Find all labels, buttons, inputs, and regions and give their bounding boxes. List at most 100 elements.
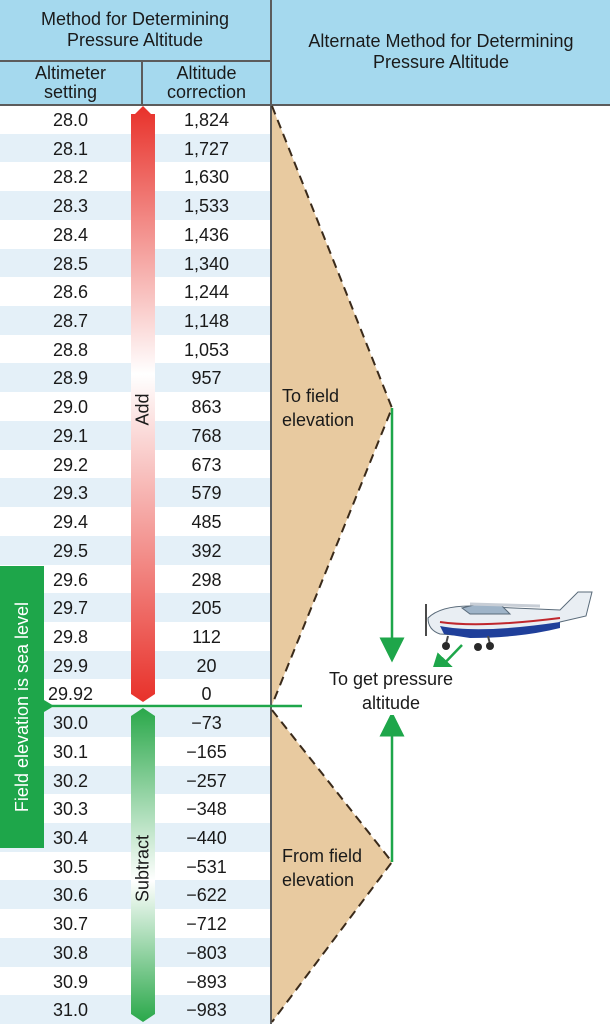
- table-row: 28.8 1,053: [0, 335, 270, 364]
- altitude-correction-cell: 1,824: [183, 110, 230, 130]
- altimeter-setting-cell: 30.2: [52, 770, 89, 791]
- altimeter-setting-cell: 28.6: [52, 282, 89, 303]
- altimeter-setting-cell: 29.7: [52, 598, 89, 619]
- header-divider: [0, 60, 270, 62]
- altitude-correction-cell: 1,630: [183, 167, 230, 188]
- altitude-correction-cell: −622: [186, 885, 227, 906]
- altimeter-setting-cell: 30.8: [52, 942, 89, 963]
- table-row: 29.8 112: [0, 622, 270, 651]
- altimeter-setting-cell: 28.4: [52, 224, 89, 245]
- altitude-correction-cell: −712: [186, 914, 227, 935]
- altitude-correction-cell: 768: [191, 425, 222, 446]
- altimeter-setting-cell: 30.1: [52, 741, 89, 762]
- left-header-title: Method for Determining Pressure Altitude: [40, 9, 230, 50]
- to-get-annotation: To get pressure altitude: [306, 667, 476, 715]
- altitude-correction-cell: 1,436: [183, 224, 230, 245]
- left-header: Method for Determining Pressure Altitude: [0, 0, 270, 60]
- altitude-correction-cell: −803: [186, 942, 227, 963]
- altimeter-setting-cell: 30.0: [52, 713, 89, 734]
- table-row: 30.7 −712: [0, 909, 270, 938]
- altitude-correction-cell: −531: [186, 856, 227, 877]
- altimeter-setting-cell: 28.9: [52, 368, 89, 389]
- altimeter-setting-cell: 28.2: [52, 167, 89, 188]
- right-header-title: Alternate Method for Determining Pressur…: [308, 31, 574, 72]
- table-row: 30.9 −893: [0, 967, 270, 996]
- altitude-correction-cell: −348: [186, 799, 227, 820]
- altimeter-setting-cell: 29.2: [52, 454, 89, 475]
- altimeter-setting-cell: 30.6: [52, 885, 89, 906]
- table-row: 29.0 863: [0, 392, 270, 421]
- subtract-gradient-bar: [131, 708, 155, 1022]
- column-divider: [141, 62, 143, 104]
- altitude-correction-cell: 392: [191, 540, 222, 561]
- table-row: 28.4 1,436: [0, 220, 270, 249]
- altimeter-setting-cell: 29.3: [52, 483, 89, 504]
- altitude-correction-cell: 863: [191, 397, 222, 418]
- table-row: 30.3 −348: [0, 794, 270, 823]
- altimeter-setting-cell: 28.8: [52, 339, 89, 360]
- table-row: 29.92 0: [0, 679, 270, 708]
- altitude-correction-cell: 1,340: [183, 253, 230, 274]
- table-row: 30.5 −531: [0, 852, 270, 881]
- altitude-correction-cell: 957: [191, 368, 222, 389]
- altimeter-setting-cell: 30.3: [52, 799, 89, 820]
- altitude-correction-cell: 1,533: [183, 196, 230, 217]
- altitude-correction-label: Altitude correction: [166, 63, 247, 102]
- from-field-triangle: [272, 710, 392, 1022]
- altitude-correction-cell: 1,053: [183, 339, 230, 360]
- altitude-correction-cell: 298: [191, 569, 222, 590]
- altitude-correction-cell: 0: [201, 684, 212, 705]
- altitude-correction-cell: 1,727: [183, 138, 230, 159]
- header-bottom-border: [0, 104, 610, 106]
- to-field-dashed-edge: [271, 105, 394, 706]
- altitude-correction-cell: 579: [191, 483, 222, 504]
- altitude-correction-cell: −257: [186, 770, 227, 791]
- altitude-correction-cell: 205: [191, 598, 222, 619]
- airplane-arrow: [429, 644, 463, 680]
- altimeter-setting-cell: 29.5: [52, 540, 89, 561]
- altimeter-setting-cell: 28.3: [52, 196, 89, 217]
- altimeter-setting-cell: 29.1: [52, 425, 89, 446]
- altimeter-setting-cell: 30.5: [52, 856, 89, 877]
- table-row: 29.6 298: [0, 565, 270, 594]
- altimeter-setting-cell: 28.1: [52, 138, 89, 159]
- to-field-annotation: To field elevation: [282, 386, 355, 430]
- right-header: Alternate Method for Determining Pressur…: [272, 0, 610, 104]
- altimeter-setting-cell: 30.7: [52, 914, 89, 935]
- table-row: 28.0 1,824: [0, 105, 270, 134]
- altitude-correction-cell: 112: [192, 626, 221, 647]
- airplane-icon: [425, 591, 593, 651]
- altimeter-setting-cell: 28.5: [52, 253, 89, 274]
- altimeter-setting-cell: 29.0: [52, 397, 89, 418]
- table-row: 29.4 485: [0, 507, 270, 536]
- altitude-correction-cell: −73: [191, 713, 222, 734]
- correction-table: 28.0 1,824 28.1 1,727 28.2 1,630 28.3 1,533 28.4…: [0, 105, 270, 1024]
- from-field-annotation: From field elevation: [282, 846, 363, 890]
- altitude-correction-cell: 20: [196, 655, 217, 676]
- sea-level-pointer: [44, 700, 54, 712]
- altitude-correction-cell: 673: [191, 454, 222, 475]
- table-row: 29.2 673: [0, 450, 270, 479]
- from-field-dashed-edge: [271, 709, 394, 1023]
- table-row: 28.6 1,244: [0, 277, 270, 306]
- to-field-triangle: [272, 106, 392, 705]
- table-right-border: [270, 0, 272, 1024]
- sea-level-box: [0, 566, 44, 848]
- altitude-correction-cell: −440: [186, 827, 227, 848]
- altimeter-setting-cell: 31.0: [52, 1000, 89, 1021]
- table-row: 30.1 −165: [0, 737, 270, 766]
- altitude-correction-cell: −165: [186, 741, 227, 762]
- altitude-correction-header: Altitude correction: [143, 62, 270, 104]
- table-row: 28.2 1,630: [0, 162, 270, 191]
- altitude-correction-cell: −893: [186, 971, 227, 992]
- add-gradient-bar: [131, 106, 155, 702]
- altimeter-setting-cell: 30.9: [52, 971, 89, 992]
- altimeter-setting-cell: 29.4: [52, 512, 89, 533]
- altitude-correction-cell: 485: [191, 512, 222, 533]
- altimeter-setting-cell: 29.9: [52, 655, 89, 676]
- altimeter-setting-cell: 29.8: [52, 626, 89, 647]
- altimeter-setting-cell: 29.6: [52, 569, 89, 590]
- altimeter-setting-cell: 30.4: [52, 827, 89, 848]
- altimeter-setting-header: Altimeter setting: [0, 62, 141, 104]
